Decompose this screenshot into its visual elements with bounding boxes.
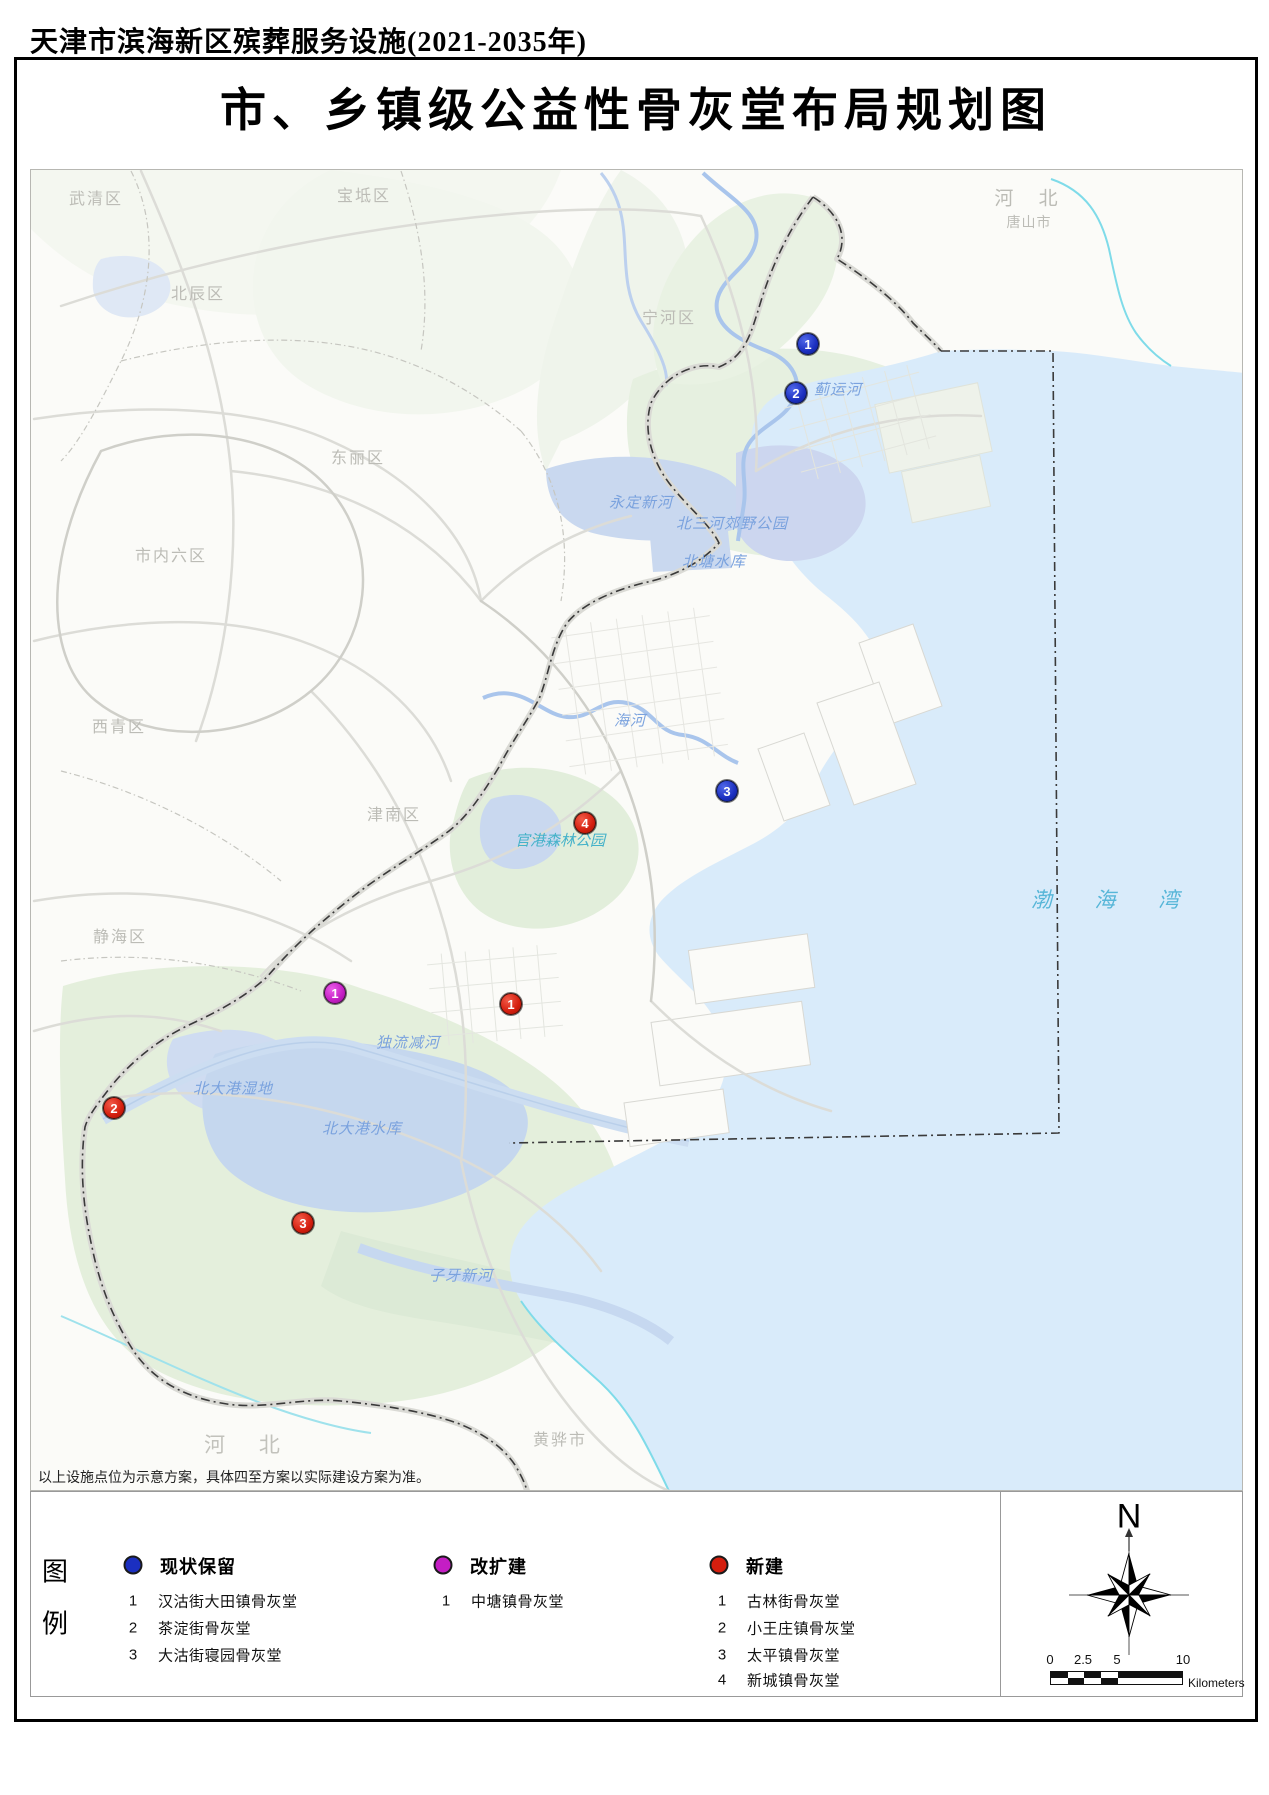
scale-tick-0: 0 xyxy=(1046,1652,1054,1667)
marker-number: 4 xyxy=(581,815,589,831)
legend-item-num: 3 xyxy=(717,1646,727,1664)
marker-number: 1 xyxy=(804,336,812,352)
legend-item-label: 小王庄镇骨灰堂 xyxy=(747,1620,856,1638)
legend-item-num: 3 xyxy=(128,1646,138,1664)
scale-tick-10: 10 xyxy=(1175,1652,1191,1667)
scale-tick-5: 5 xyxy=(1113,1652,1121,1667)
marker-number: 3 xyxy=(299,1215,307,1231)
marker-number: 1 xyxy=(331,985,339,1001)
map-canvas xyxy=(31,170,1242,1490)
marker-rebuild-1: 1 xyxy=(324,982,346,1004)
legend-title-char-1: 图 xyxy=(41,1556,69,1587)
compass-rose-icon xyxy=(1069,1528,1189,1655)
legend-group-rebuild: 改扩建 xyxy=(470,1557,527,1577)
marker-existing-1: 1 xyxy=(797,333,819,355)
new-dot-icon xyxy=(709,1555,729,1575)
map-area: 武清区 宝坻区 北辰区 东丽区 宁河区 市内六区 西青区 津南区 静海区 河 北… xyxy=(30,169,1243,1491)
marker-number: 2 xyxy=(792,385,800,401)
marker-number: 2 xyxy=(110,1100,118,1116)
scale-tick-2-5: 2.5 xyxy=(1073,1652,1093,1667)
legend-item-label: 茶淀街骨灰堂 xyxy=(158,1620,252,1638)
marker-number: 3 xyxy=(723,783,731,799)
legend-item-num: 4 xyxy=(717,1671,727,1689)
legend-item-num: 1 xyxy=(128,1592,138,1610)
legend-group-new: 新建 xyxy=(746,1557,784,1577)
map-title: 市、乡镇级公益性骨灰堂布局规划图 xyxy=(220,85,1052,136)
marker-existing-3: 3 xyxy=(716,780,738,802)
legend-item-label: 汉沽街大田镇骨灰堂 xyxy=(158,1593,298,1611)
marker-number: 1 xyxy=(507,996,515,1012)
legend-item-label: 太平镇骨灰堂 xyxy=(747,1647,841,1665)
document-header: 天津市滨海新区殡葬服务设施(2021-2035年) xyxy=(30,27,587,58)
legend-item-num: 1 xyxy=(441,1592,451,1610)
legend-item-label: 古林街骨灰堂 xyxy=(747,1593,841,1611)
marker-new-4: 4 xyxy=(574,812,596,834)
legend-item-num: 2 xyxy=(717,1619,727,1637)
disclaimer-note: 以上设施点位为示意方案，具体四至方案以实际建设方案为准。 xyxy=(38,1469,430,1485)
scale-unit-label: Kilometers xyxy=(1188,1676,1245,1690)
scale-bar-graphic xyxy=(1050,1671,1183,1685)
marker-new-2: 2 xyxy=(103,1097,125,1119)
legend-title-char-2: 例 xyxy=(41,1608,69,1639)
legend-item-label: 大沽街寝园骨灰堂 xyxy=(158,1647,283,1665)
scale-bar: 0 2.5 5 10 Kilometers xyxy=(1040,1652,1244,1694)
legend-item-label: 新城镇骨灰堂 xyxy=(747,1672,841,1690)
existing-dot-icon xyxy=(123,1555,143,1575)
legend-item-label: 中塘镇骨灰堂 xyxy=(471,1593,565,1611)
legend-group-existing: 现状保留 xyxy=(160,1557,236,1577)
marker-new-1: 1 xyxy=(500,993,522,1015)
marker-existing-2: 2 xyxy=(785,382,807,404)
legend-panel xyxy=(30,1491,1243,1697)
marker-new-3: 3 xyxy=(292,1212,314,1234)
legend-item-num: 1 xyxy=(717,1592,727,1610)
rebuild-dot-icon xyxy=(433,1555,453,1575)
legend-compass-divider xyxy=(1000,1491,1001,1697)
legend-item-num: 2 xyxy=(128,1619,138,1637)
